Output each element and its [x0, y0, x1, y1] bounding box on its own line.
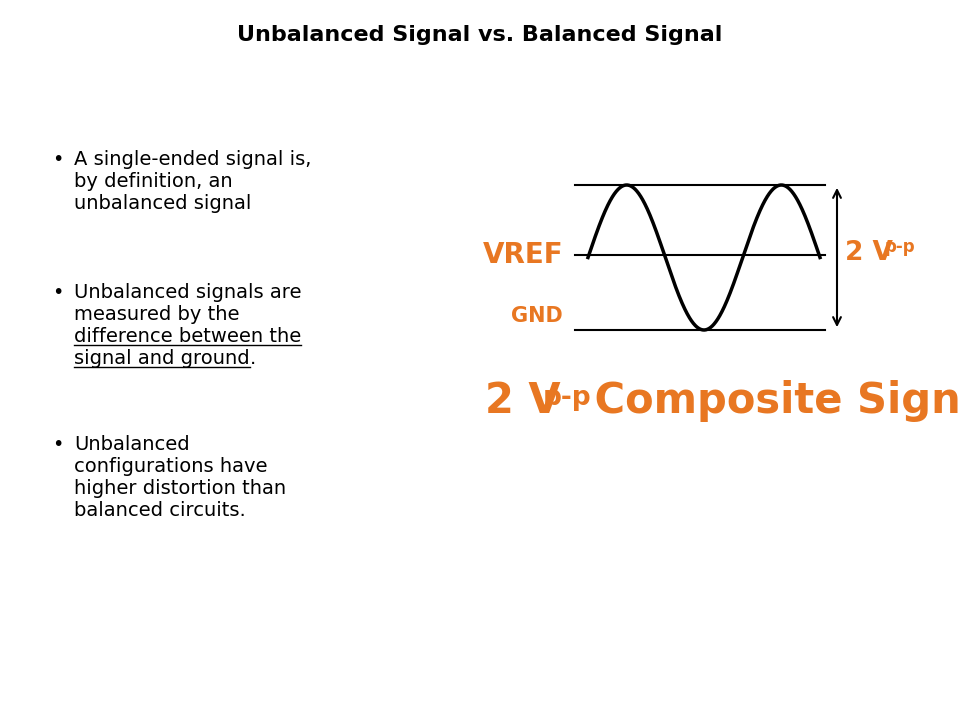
Text: signal and ground: signal and ground	[74, 349, 250, 368]
Text: •: •	[52, 435, 63, 454]
Text: p-p: p-p	[885, 238, 916, 256]
Text: •: •	[52, 150, 63, 169]
Text: •: •	[52, 283, 63, 302]
Text: Composite Signal: Composite Signal	[580, 380, 960, 422]
Text: configurations have: configurations have	[74, 457, 268, 476]
Text: 2 V: 2 V	[845, 240, 893, 266]
Text: by definition, an: by definition, an	[74, 172, 232, 191]
Text: Unbalanced signals are: Unbalanced signals are	[74, 283, 301, 302]
Text: higher distortion than: higher distortion than	[74, 479, 286, 498]
Text: .: .	[250, 349, 256, 368]
Text: 2 V: 2 V	[485, 380, 561, 422]
Text: difference between the: difference between the	[74, 327, 301, 346]
Text: VREF: VREF	[482, 241, 563, 269]
Text: A single-ended signal is,: A single-ended signal is,	[74, 150, 311, 169]
Text: GND: GND	[512, 306, 563, 326]
Text: p-p: p-p	[543, 385, 591, 411]
Text: Unbalanced: Unbalanced	[74, 435, 190, 454]
Text: balanced circuits.: balanced circuits.	[74, 501, 246, 520]
Text: Unbalanced Signal vs. Balanced Signal: Unbalanced Signal vs. Balanced Signal	[237, 25, 723, 45]
Text: measured by the: measured by the	[74, 305, 239, 324]
Text: unbalanced signal: unbalanced signal	[74, 194, 252, 213]
